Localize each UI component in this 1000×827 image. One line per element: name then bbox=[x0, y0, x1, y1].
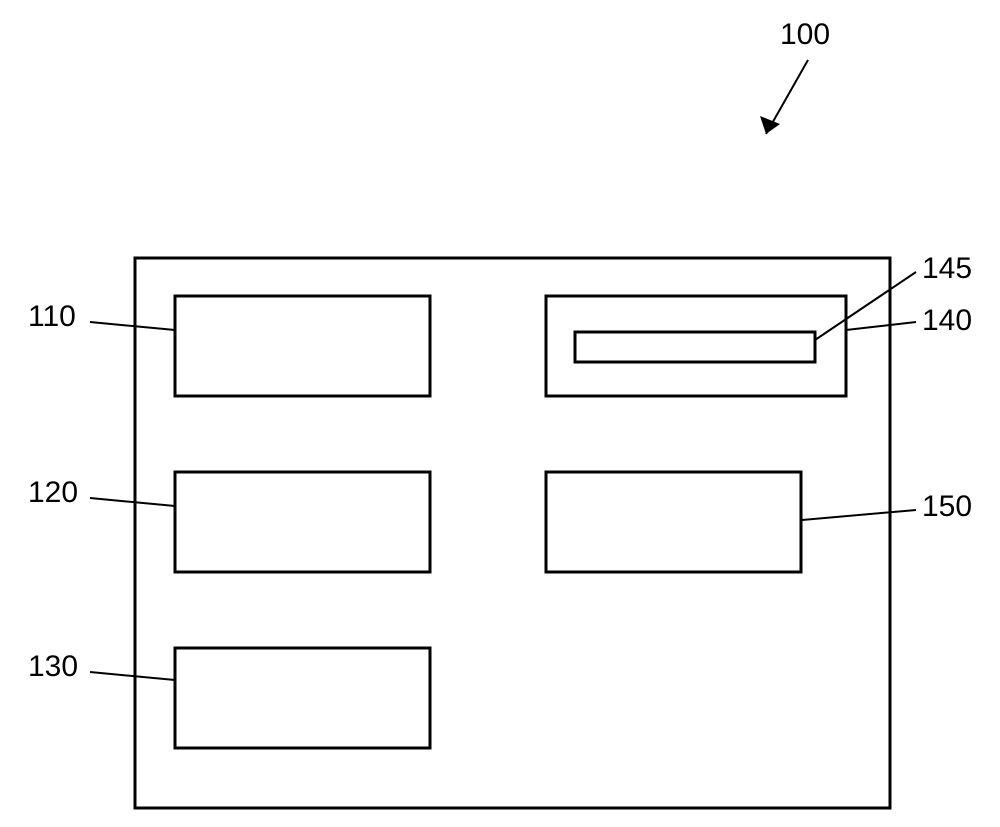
label-150: 150 bbox=[922, 490, 972, 524]
label-145: 145 bbox=[922, 252, 972, 286]
diagram-canvas: 100 110 120 130 140 145 150 bbox=[0, 0, 1000, 827]
diagram-svg bbox=[0, 0, 1000, 827]
label-130: 130 bbox=[28, 650, 78, 684]
label-140: 140 bbox=[922, 304, 972, 338]
label-120: 120 bbox=[28, 476, 78, 510]
label-110: 110 bbox=[28, 300, 76, 334]
label-100: 100 bbox=[780, 18, 830, 52]
